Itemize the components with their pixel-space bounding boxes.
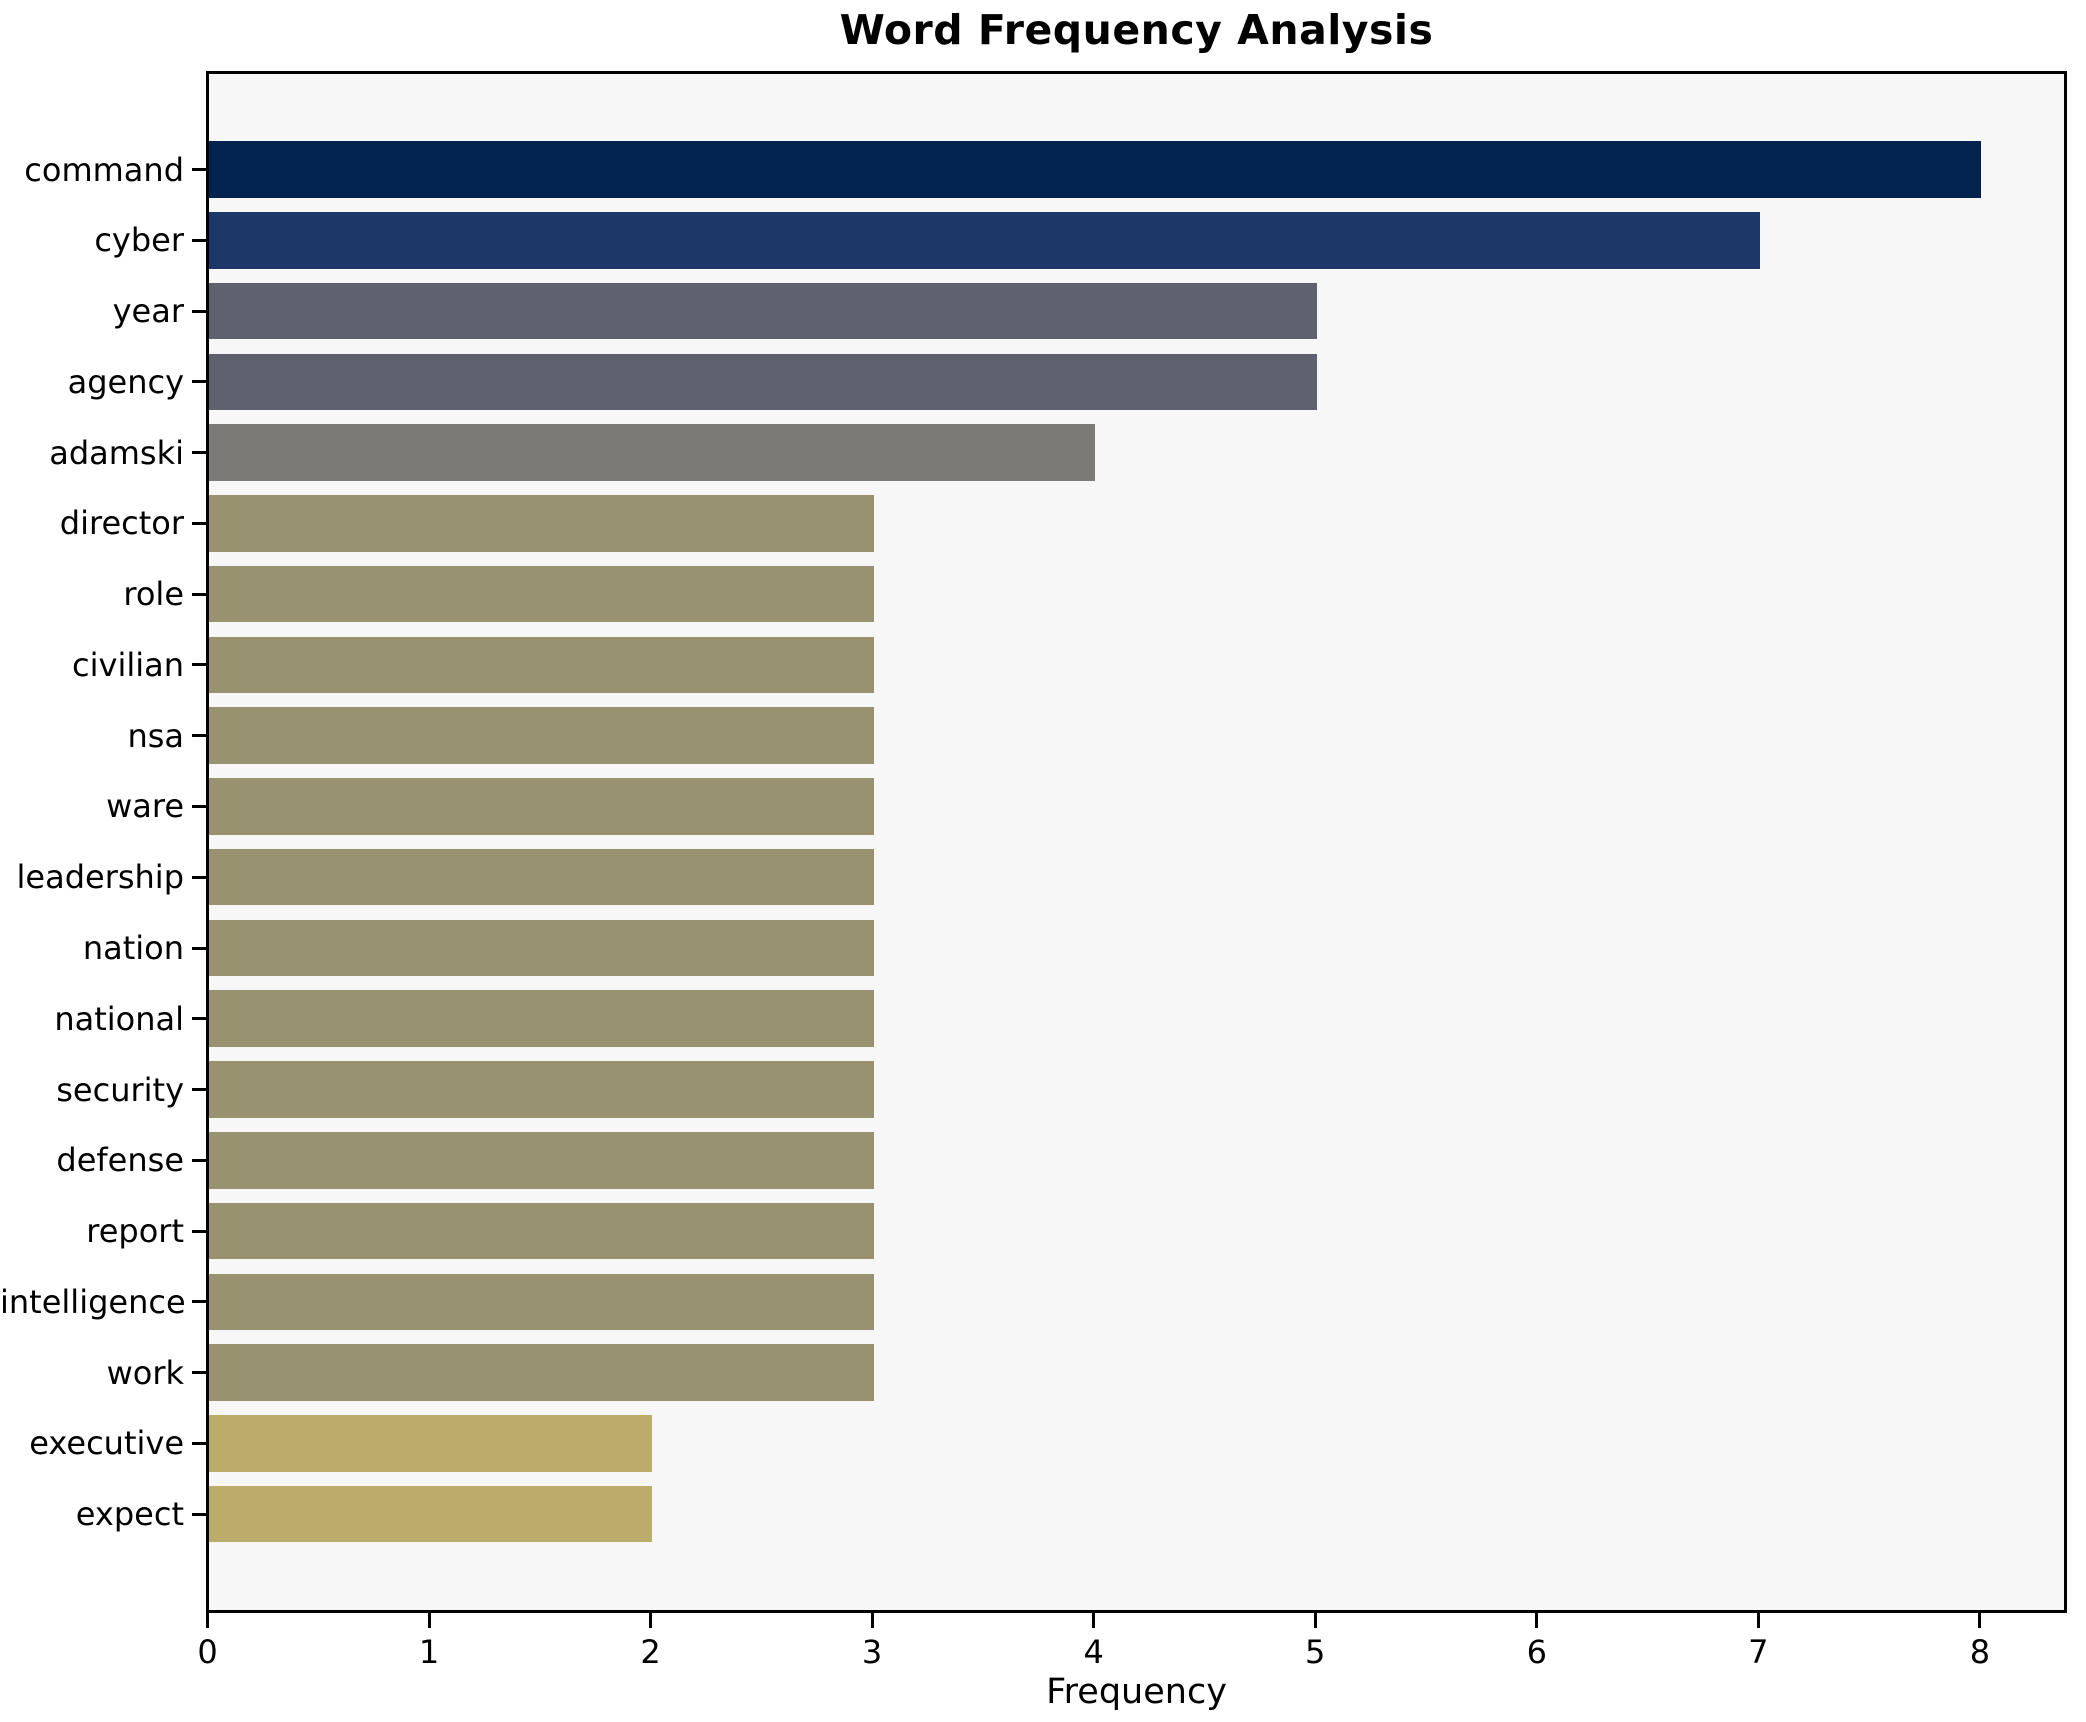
x-tick-label-6: 6	[1526, 1633, 1547, 1671]
x-tick-label-2: 2	[640, 1633, 661, 1671]
y-tick-label-work: work	[106, 1353, 184, 1392]
bar-nation	[209, 919, 874, 977]
y-tick-mark	[192, 663, 206, 667]
x-tick-mark	[1313, 1613, 1317, 1628]
x-tick-label-8: 8	[1969, 1633, 1991, 1671]
y-tick-label-defense: defense	[56, 1141, 184, 1180]
bar-director	[209, 495, 874, 552]
x-tick-mark	[1756, 1613, 1760, 1628]
y-tick-mark	[192, 451, 206, 455]
bar-role	[209, 565, 874, 623]
y-tick-mark	[192, 1371, 206, 1375]
bar-national	[209, 990, 874, 1047]
x-tick-mark	[1978, 1613, 1982, 1628]
x-tick-mark	[1535, 1613, 1539, 1628]
y-tick-mark	[192, 1300, 206, 1304]
y-tick-mark	[192, 804, 206, 808]
x-tick-label-3: 3	[861, 1633, 883, 1671]
x-axis-label: Frequency	[1046, 1672, 1227, 1712]
y-tick-mark	[192, 592, 206, 596]
y-tick-label-role: role	[123, 575, 184, 614]
y-tick-mark	[192, 1441, 206, 1445]
y-tick-mark	[192, 1017, 206, 1021]
x-tick-mark	[427, 1613, 431, 1628]
y-tick-label-executive: executive	[29, 1424, 184, 1463]
y-tick-mark	[192, 1229, 206, 1233]
x-tick-mark	[649, 1613, 653, 1628]
bar-security	[209, 1061, 874, 1118]
x-tick-label-0: 0	[197, 1633, 218, 1671]
y-tick-label-agency: agency	[67, 362, 184, 401]
y-tick-label-ware: ware	[106, 787, 184, 826]
plot-area	[206, 71, 2067, 1613]
bar-agency	[209, 353, 1317, 411]
y-tick-mark	[192, 380, 206, 384]
y-tick-label-nsa: nsa	[127, 716, 184, 755]
y-tick-label-command: command	[24, 150, 184, 189]
bar-expect	[209, 1485, 653, 1543]
y-tick-label-intelligence: intelligence	[0, 1282, 186, 1321]
bar-ware	[209, 778, 874, 835]
y-tick-mark	[192, 1088, 206, 1091]
y-tick-mark	[192, 1512, 206, 1516]
x-tick-label-4: 4	[1083, 1633, 1104, 1671]
y-tick-mark	[192, 238, 206, 242]
y-tick-label-nation: nation	[82, 929, 184, 967]
y-tick-label-report: report	[86, 1212, 184, 1250]
bar-defense	[209, 1132, 874, 1189]
y-tick-label-adamski: adamski	[49, 433, 184, 472]
bar-cyber	[209, 212, 1760, 269]
y-tick-mark	[192, 734, 206, 738]
y-tick-label-civilian: civilian	[72, 645, 184, 684]
y-tick-mark	[192, 946, 206, 950]
y-tick-mark	[192, 168, 206, 171]
x-tick-mark	[206, 1613, 209, 1628]
y-tick-label-year: year	[112, 292, 184, 330]
x-tick-label-7: 7	[1748, 1633, 1769, 1671]
x-tick-label-1: 1	[418, 1633, 440, 1671]
bar-leadership	[209, 848, 874, 906]
bar-work	[209, 1344, 874, 1401]
y-tick-mark	[192, 1158, 206, 1162]
x-tick-mark	[1092, 1613, 1096, 1628]
bar-intelligence	[209, 1273, 874, 1331]
x-tick-label-5: 5	[1305, 1633, 1326, 1671]
y-tick-label-cyber: cyber	[94, 221, 184, 260]
y-tick-mark	[192, 309, 206, 313]
y-tick-label-expect: expect	[75, 1495, 184, 1534]
y-tick-label-director: director	[59, 504, 184, 543]
y-tick-label-national: national	[54, 999, 184, 1038]
bar-executive	[209, 1415, 653, 1472]
x-tick-mark	[870, 1613, 874, 1628]
y-tick-mark	[192, 521, 206, 525]
bar-adamski	[209, 424, 1096, 481]
bar-civilian	[209, 636, 874, 694]
bar-report	[209, 1202, 874, 1260]
y-tick-mark	[192, 875, 206, 879]
bar-year	[209, 282, 1317, 340]
y-tick-label-leadership: leadership	[16, 858, 185, 897]
chart-title: Word Frequency Analysis	[839, 6, 1434, 54]
bar-nsa	[209, 707, 874, 764]
y-tick-label-security: security	[56, 1070, 184, 1109]
bar-command	[209, 141, 1982, 198]
